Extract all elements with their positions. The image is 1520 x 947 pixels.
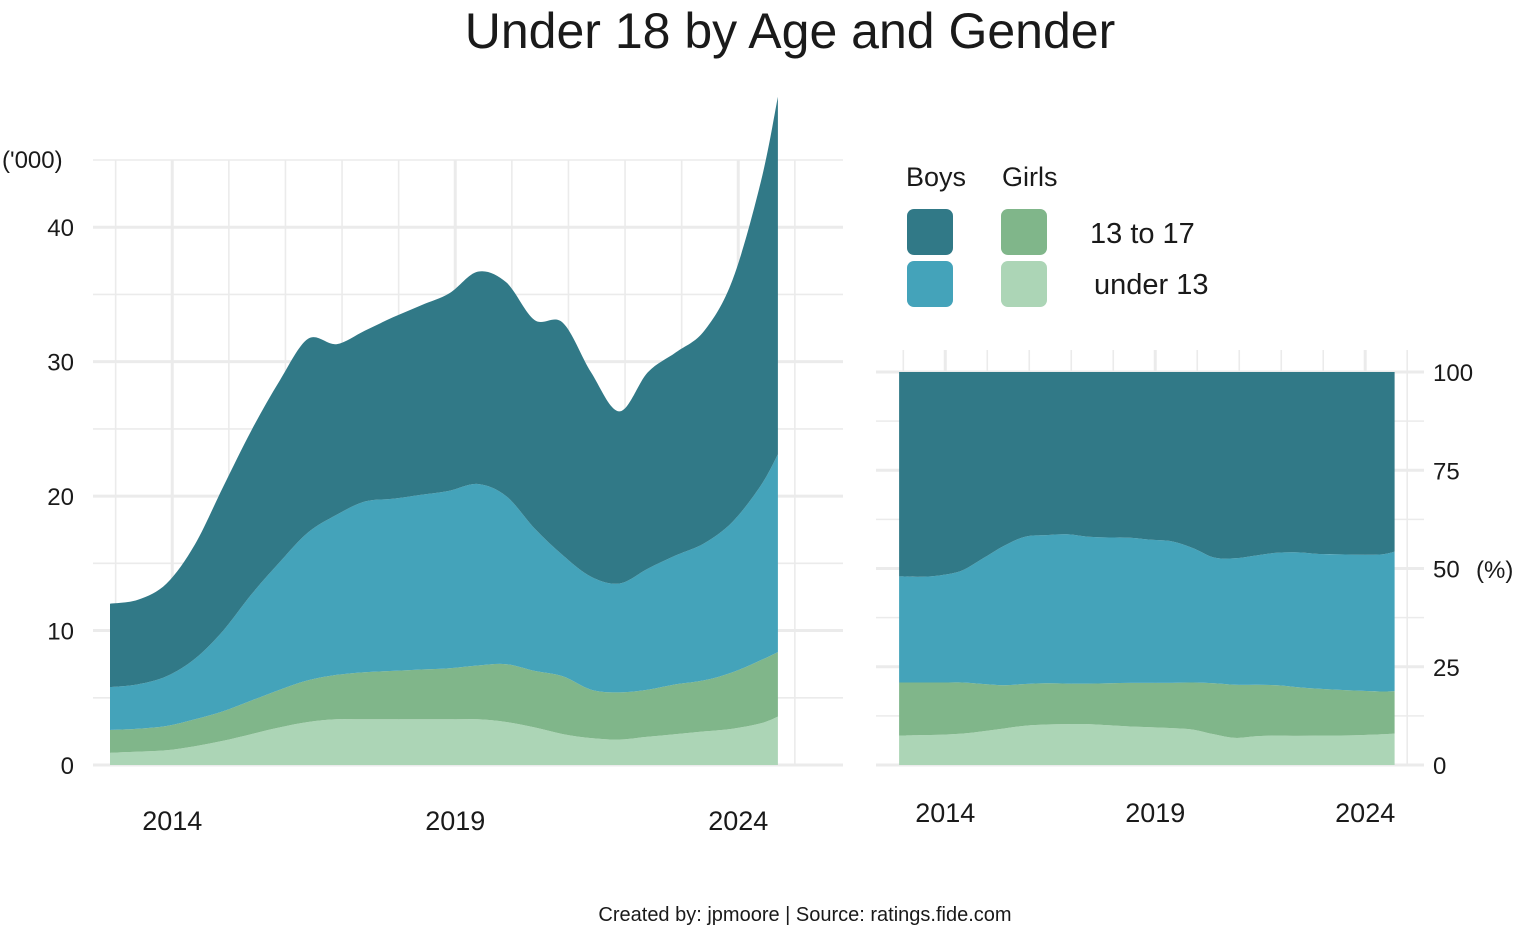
right-y-tick-label: 0 <box>1433 753 1446 780</box>
right-y-ticks: 0 25 50 75 100 <box>1433 360 1473 780</box>
right-y-tick-label: 75 <box>1433 458 1460 485</box>
left-area-girls-under-13 <box>110 716 778 765</box>
left-areas <box>110 96 778 765</box>
legend-label-13-to-17: 13 to 17 <box>1090 218 1195 250</box>
caption: Created by: jpmoore | Source: ratings.fi… <box>598 904 1012 926</box>
chart-title: Under 18 by Age and Gender <box>464 3 1116 59</box>
left-area-boys-under-13 <box>110 454 778 730</box>
left-y-tick-label: 40 <box>47 215 74 242</box>
legend-key-girls-13-to-17 <box>1001 209 1047 255</box>
legend-key-girls-under-13 <box>1001 261 1047 307</box>
right-y-axis-label: (%) <box>1476 557 1513 584</box>
right-y-tick-label: 50 <box>1433 557 1460 584</box>
right-panel: 0 25 50 75 100 2014 2019 2024 (%) <box>876 350 1513 828</box>
right-x-tick-label: 2014 <box>915 798 975 828</box>
left-y-axis-label: ('000) <box>2 147 63 174</box>
right-y-tick-label: 100 <box>1433 360 1473 387</box>
left-y-tick-label: 0 <box>61 753 74 780</box>
right-x-tick-label: 2019 <box>1125 798 1185 828</box>
right-x-ticks: 2014 2019 2024 <box>915 798 1395 828</box>
right-x-tick-label: 2024 <box>1335 798 1395 828</box>
left-y-tick-label: 10 <box>47 619 74 646</box>
left-x-tick-label: 2014 <box>142 806 202 836</box>
right-y-tick-label: 25 <box>1433 655 1460 682</box>
legend: Boys Girls 13 to 17 under 13 <box>906 162 1209 307</box>
left-x-tick-label: 2019 <box>425 806 485 836</box>
legend-label-under-13: under 13 <box>1094 269 1209 301</box>
legend-key-boys-13-to-17 <box>907 209 953 255</box>
right-area-girls-under-13 <box>899 724 1395 765</box>
legend-header-girls: Girls <box>1002 162 1058 192</box>
left-y-tick-label: 30 <box>47 350 74 377</box>
left-area-boys-13-to-17 <box>110 96 778 688</box>
right-area-boys-13-to-17 <box>899 372 1395 577</box>
left-x-ticks: 2014 2019 2024 <box>142 806 768 836</box>
right-areas <box>899 372 1395 765</box>
legend-header-boys: Boys <box>906 162 966 192</box>
left-panel: 0 10 20 30 40 2014 2019 2024 ('000) <box>2 96 843 836</box>
left-y-tick-label: 20 <box>47 484 74 511</box>
left-y-ticks: 0 10 20 30 40 <box>47 215 74 780</box>
legend-key-boys-under-13 <box>907 261 953 307</box>
left-x-tick-label: 2024 <box>708 806 768 836</box>
right-area-girls-13-to-17 <box>899 682 1395 738</box>
left-area-girls-13-to-17 <box>110 652 778 753</box>
right-area-boys-under-13 <box>899 534 1395 692</box>
